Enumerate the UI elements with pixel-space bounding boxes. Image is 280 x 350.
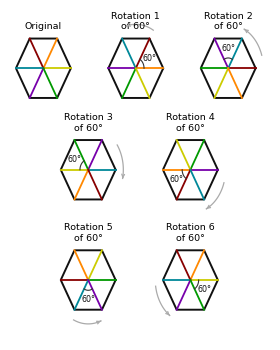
- Text: 60°: 60°: [197, 286, 211, 294]
- Text: 60°: 60°: [170, 175, 184, 184]
- Text: 60°: 60°: [221, 44, 235, 53]
- Text: Rotation 3
of 60°: Rotation 3 of 60°: [64, 113, 113, 133]
- Text: 60°: 60°: [81, 295, 95, 304]
- Text: Rotation 4
of 60°: Rotation 4 of 60°: [166, 113, 215, 133]
- Text: Rotation 2
of 60°: Rotation 2 of 60°: [204, 12, 253, 31]
- Text: 60°: 60°: [143, 54, 157, 63]
- Text: Rotation 6
of 60°: Rotation 6 of 60°: [166, 224, 215, 243]
- Text: Original: Original: [25, 22, 62, 31]
- Text: Rotation 1
of 60°: Rotation 1 of 60°: [111, 12, 160, 31]
- Text: Rotation 5
of 60°: Rotation 5 of 60°: [64, 224, 113, 243]
- Text: 60°: 60°: [67, 155, 81, 164]
